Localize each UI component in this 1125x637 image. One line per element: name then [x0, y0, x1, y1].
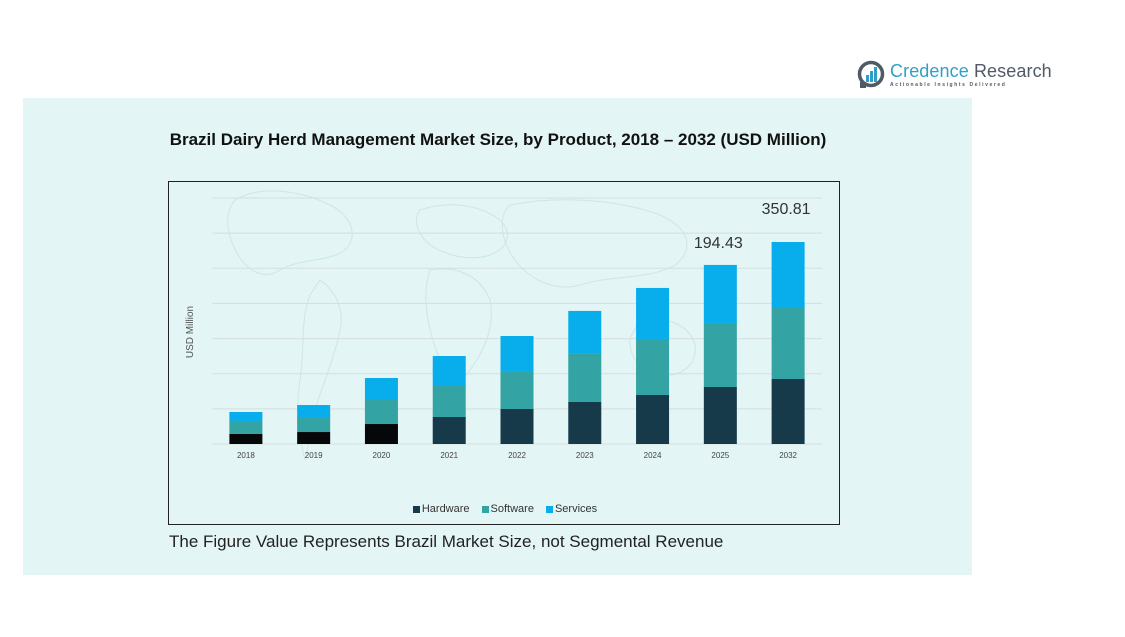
y-axis-label: USD Million — [185, 306, 196, 358]
bar-segment-hardware-2021 — [432, 416, 466, 444]
bar-segment-software-2023 — [568, 353, 602, 402]
bar-segment-software-2020 — [364, 400, 398, 425]
world-map-watermark — [227, 190, 696, 461]
x-tick-label: 2019 — [305, 451, 323, 460]
bar-segment-hardware-2019 — [297, 432, 331, 444]
bar-segment-services-2021 — [432, 356, 466, 387]
bar-segment-software-2018 — [229, 420, 263, 434]
bar-segment-services-2024 — [636, 287, 670, 339]
bar-segment-software-2019 — [297, 418, 331, 433]
bar-segment-hardware-2025 — [703, 386, 737, 444]
x-tick-label: 2024 — [644, 451, 662, 460]
brand-name: Credence Research — [890, 61, 1052, 81]
bar-segment-services-2023 — [568, 310, 602, 354]
legend-label: Software — [490, 503, 534, 515]
data-annotations: 194.43 350.81 — [694, 201, 811, 252]
legend-item-software: Software — [481, 503, 534, 515]
legend-label: Hardware — [421, 503, 470, 515]
bar-segment-services-2022 — [500, 335, 534, 372]
bar-segment-services-2032 — [771, 242, 805, 308]
legend-item-services: Services — [545, 503, 598, 515]
bar-segment-hardware-2018 — [229, 433, 263, 444]
bar-segment-software-2022 — [500, 371, 534, 409]
data-label-2025: 194.43 — [694, 235, 743, 252]
legend-swatch — [545, 505, 553, 513]
bar-segment-services-2025 — [703, 264, 737, 323]
bar-segment-services-2020 — [364, 378, 398, 401]
data-label-2032: 350.81 — [762, 201, 811, 218]
figure-caption: The Figure Value Represents Brazil Marke… — [169, 532, 724, 551]
x-tick-label: 2025 — [711, 451, 729, 460]
bar-segment-services-2018 — [229, 411, 263, 421]
brand-logo: Credence Research Actionable Insights De… — [857, 58, 1052, 90]
x-tick-label: 2020 — [373, 451, 391, 460]
bar-segment-services-2019 — [297, 405, 331, 419]
brand-tagline: Actionable Insights Delivered — [890, 81, 1007, 88]
x-tick-label: 2021 — [440, 451, 458, 460]
bar-segment-hardware-2024 — [636, 394, 670, 444]
bar-segment-hardware-2023 — [568, 401, 602, 444]
brand-name-part2: Research — [968, 60, 1052, 81]
bar-chart-circle-logo-icon — [857, 60, 885, 88]
x-tick-label: 2023 — [576, 451, 594, 460]
x-tick-label: 2018 — [237, 451, 255, 460]
x-tick-labels: 2018 2019 2020 2021 2022 2023 2024 2025 2032 — [237, 451, 798, 460]
chart-panel-background — [23, 98, 972, 575]
bar-segment-hardware-2020 — [364, 424, 398, 444]
chart-title: Brazil Dairy Herd Management Market Size… — [169, 130, 827, 149]
legend-item-hardware: Hardware — [412, 503, 470, 515]
bar-segment-hardware-2022 — [500, 408, 534, 444]
chart-legend: Hardware Software Services — [0, 503, 1010, 515]
plot-frame — [168, 181, 840, 525]
bar-segment-software-2025 — [703, 322, 737, 387]
bar-segment-software-2024 — [636, 338, 670, 395]
x-tick-label: 2022 — [508, 451, 526, 460]
brand-name-part1: Credence — [890, 60, 969, 81]
bar-segment-hardware-2032 — [771, 378, 805, 444]
bars — [229, 242, 805, 444]
legend-swatch — [481, 505, 489, 513]
legend-label: Services — [554, 503, 598, 515]
legend-swatch — [412, 505, 420, 513]
bar-segment-software-2032 — [771, 307, 805, 379]
x-tick-label: 2032 — [779, 451, 797, 460]
bar-segment-software-2021 — [432, 386, 466, 417]
